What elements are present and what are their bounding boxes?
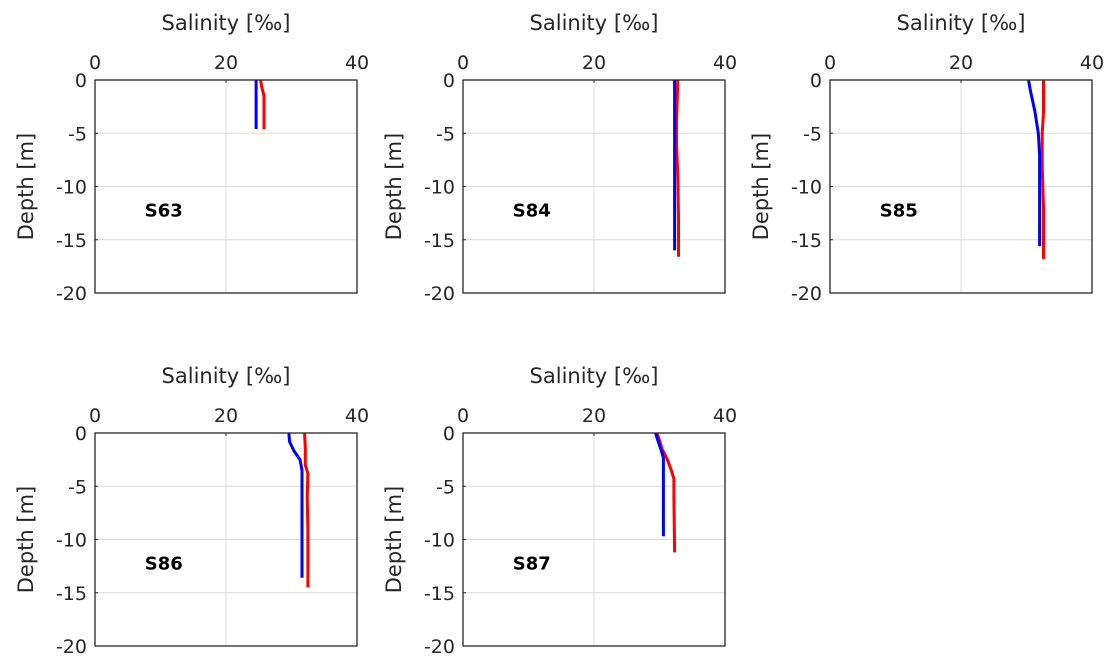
y-axis-label: Depth [m]: [749, 133, 773, 240]
x-tick-label: 40: [345, 405, 369, 427]
series-line-red: [303, 432, 310, 588]
y-tick-label: -15: [424, 230, 455, 252]
x-tick-label: 40: [1080, 52, 1104, 74]
x-tick-label: 40: [713, 405, 737, 427]
y-tick-label: -10: [56, 530, 87, 552]
y-tick-label: -5: [436, 123, 455, 145]
series-line-red: [655, 432, 677, 553]
x-tick-label: 0: [824, 52, 836, 74]
y-axis-label: Depth [m]: [382, 486, 406, 593]
y-tick-label: -5: [68, 123, 87, 145]
x-tick-label: 20: [949, 52, 973, 74]
y-tick-label: -10: [791, 177, 822, 199]
station-label: S86: [145, 553, 183, 574]
x-axis-label: Salinity [‰]: [530, 11, 659, 35]
y-tick-label: -15: [56, 230, 87, 252]
x-tick-label: 0: [457, 405, 469, 427]
y-tick-label: -20: [791, 283, 822, 305]
chart-panel-s85: 0 20 40 0 -5 -10 -15 -20 Salinity [‰] Depth [m] S8…: [749, 11, 1104, 305]
series-line-red: [259, 79, 266, 129]
y-tick-label: -20: [56, 636, 87, 658]
station-label: S84: [513, 200, 551, 221]
station-label: S87: [513, 553, 551, 574]
x-tick-label: 0: [89, 52, 101, 74]
x-axis-label: Salinity [‰]: [162, 364, 291, 388]
series-line-blue: [287, 432, 304, 578]
y-axis-label: Depth [m]: [14, 133, 38, 240]
x-tick-label: 40: [713, 52, 737, 74]
y-tick-label: -5: [803, 123, 822, 145]
x-tick-label: 20: [214, 52, 238, 74]
y-tick-label: -5: [436, 476, 455, 498]
station-label: S63: [145, 200, 183, 221]
chart-panel-s87: 0 20 40 0 -5 -10 -15 -20 Salinity [‰] Depth [m] S8…: [382, 364, 737, 658]
y-tick-label: 0: [75, 423, 87, 445]
series-line-blue: [654, 432, 665, 537]
x-axis-label: Salinity [‰]: [162, 11, 291, 35]
y-tick-label: -10: [424, 177, 455, 199]
y-tick-label: 0: [443, 70, 455, 92]
x-axis-label: Salinity [‰]: [530, 364, 659, 388]
y-axis-label: Depth [m]: [382, 133, 406, 240]
station-label: S85: [880, 200, 918, 221]
y-tick-label: -20: [56, 283, 87, 305]
series-line-blue: [1027, 79, 1042, 247]
y-tick-label: 0: [75, 70, 87, 92]
x-tick-label: 0: [89, 405, 101, 427]
chart-panel-s84: 0 20 40 0 -5 -10 -15 -20 Salinity [‰] Depth [m] S8…: [382, 11, 737, 305]
chart-panel-s86: 0 20 40 0 -5 -10 -15 -20 Salinity [‰] Depth [m] S8…: [14, 364, 369, 658]
y-tick-label: -15: [56, 583, 87, 605]
series-line-red: [1040, 80, 1045, 259]
y-tick-label: -15: [424, 583, 455, 605]
y-tick-label: -20: [424, 283, 455, 305]
y-tick-label: -10: [56, 177, 87, 199]
chart-panel-s63: 0 20 40 0 -5 -10 -15 -20 Salinity [‰] Depth [m] S6…: [14, 11, 369, 305]
y-tick-label: -10: [424, 530, 455, 552]
y-tick-label: -5: [68, 476, 87, 498]
x-tick-label: 20: [582, 52, 606, 74]
x-tick-label: 20: [214, 405, 238, 427]
y-tick-label: -20: [424, 636, 455, 658]
x-tick-label: 0: [457, 52, 469, 74]
y-tick-label: 0: [443, 423, 455, 445]
y-tick-label: -15: [791, 230, 822, 252]
x-axis-label: Salinity [‰]: [897, 11, 1026, 35]
y-axis-label: Depth [m]: [14, 486, 38, 593]
series-line-red: [675, 79, 680, 257]
x-tick-label: 20: [582, 405, 606, 427]
x-tick-label: 40: [345, 52, 369, 74]
y-tick-label: 0: [810, 70, 822, 92]
